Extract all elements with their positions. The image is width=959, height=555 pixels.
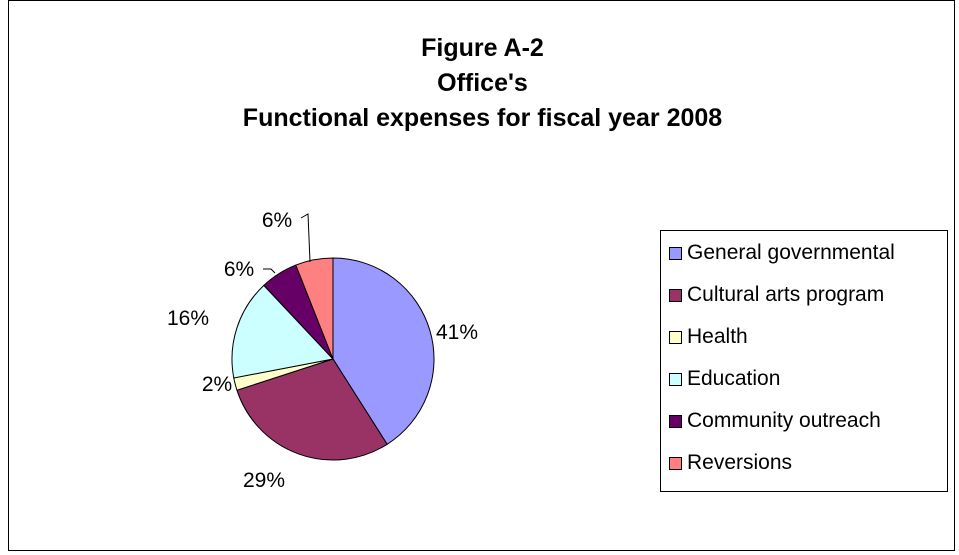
data-label-community-outreach: 6% bbox=[224, 258, 254, 281]
legend-label: Community outreach bbox=[687, 409, 881, 432]
pie-slice-education bbox=[231, 284, 334, 379]
pie-slice-general-governmental bbox=[332, 257, 435, 445]
chart-title-line-2: Office's bbox=[437, 69, 528, 97]
leader-line-community-outreach bbox=[263, 268, 276, 274]
data-label-general-governmental: 41% bbox=[436, 321, 478, 344]
data-label-reversions: 6% bbox=[262, 209, 292, 232]
legend-swatch bbox=[669, 330, 682, 344]
pie-chart: 41% 29% 2% 16% 6% 6% bbox=[167, 209, 478, 492]
chart-title-line-1: Figure A-2 bbox=[421, 34, 544, 62]
legend-item-reversions: Reversions bbox=[669, 451, 792, 475]
legend-label: Cultural arts program bbox=[687, 283, 885, 306]
legend-swatch bbox=[669, 288, 682, 302]
chart-title: Figure A-2 Office's Functional expenses … bbox=[9, 31, 956, 136]
legend-swatch bbox=[669, 456, 682, 470]
legend-label: Education bbox=[687, 367, 781, 390]
chart-title-line-3: Functional expenses for fiscal year 2008 bbox=[242, 104, 723, 132]
legend-item-health: Health bbox=[669, 325, 748, 349]
legend-swatch bbox=[669, 414, 682, 428]
legend-swatch bbox=[669, 246, 682, 260]
legend-swatch bbox=[669, 372, 682, 386]
chart-frame: Figure A-2 Office's Functional expenses … bbox=[8, 0, 955, 551]
legend-label: General governmental bbox=[687, 241, 895, 264]
pie-slice-reversions bbox=[295, 257, 334, 360]
legend: General governmental Cultural arts progra… bbox=[660, 230, 948, 492]
legend-item-education: Education bbox=[669, 367, 780, 391]
legend-label: Health bbox=[687, 325, 748, 348]
data-label-cultural-arts-program: 29% bbox=[243, 469, 285, 492]
data-label-health: 2% bbox=[202, 373, 232, 396]
leader-line-reversions bbox=[300, 213, 311, 263]
pie-slice-cultural-arts-program bbox=[236, 358, 388, 461]
data-label-education: 16% bbox=[167, 307, 209, 330]
legend-item-community-outreach: Community outreach bbox=[669, 409, 881, 433]
legend-item-general-governmental: General governmental bbox=[669, 241, 895, 265]
legend-label: Reversions bbox=[687, 451, 793, 474]
legend-item-cultural-arts-program: Cultural arts program bbox=[669, 283, 884, 307]
